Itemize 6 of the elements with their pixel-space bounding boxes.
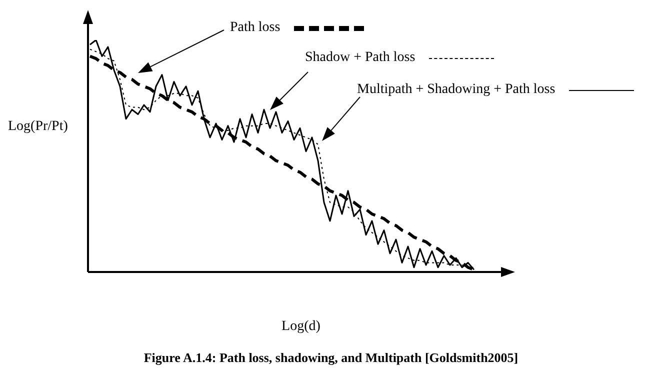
- text: Figure A.1.4: Path loss, shadowing, and Multipath [Goldsmith2005]: [144, 350, 518, 366]
- legend-label: Multipath + Shadowing + Path loss: [357, 82, 556, 98]
- y-axis-title: Log(Pr/Pt): [8, 119, 68, 135]
- x-axis-title: Log(d): [282, 319, 320, 335]
- legend-label: Shadow + Path loss: [305, 50, 416, 66]
- legend-label: Path loss: [230, 20, 280, 36]
